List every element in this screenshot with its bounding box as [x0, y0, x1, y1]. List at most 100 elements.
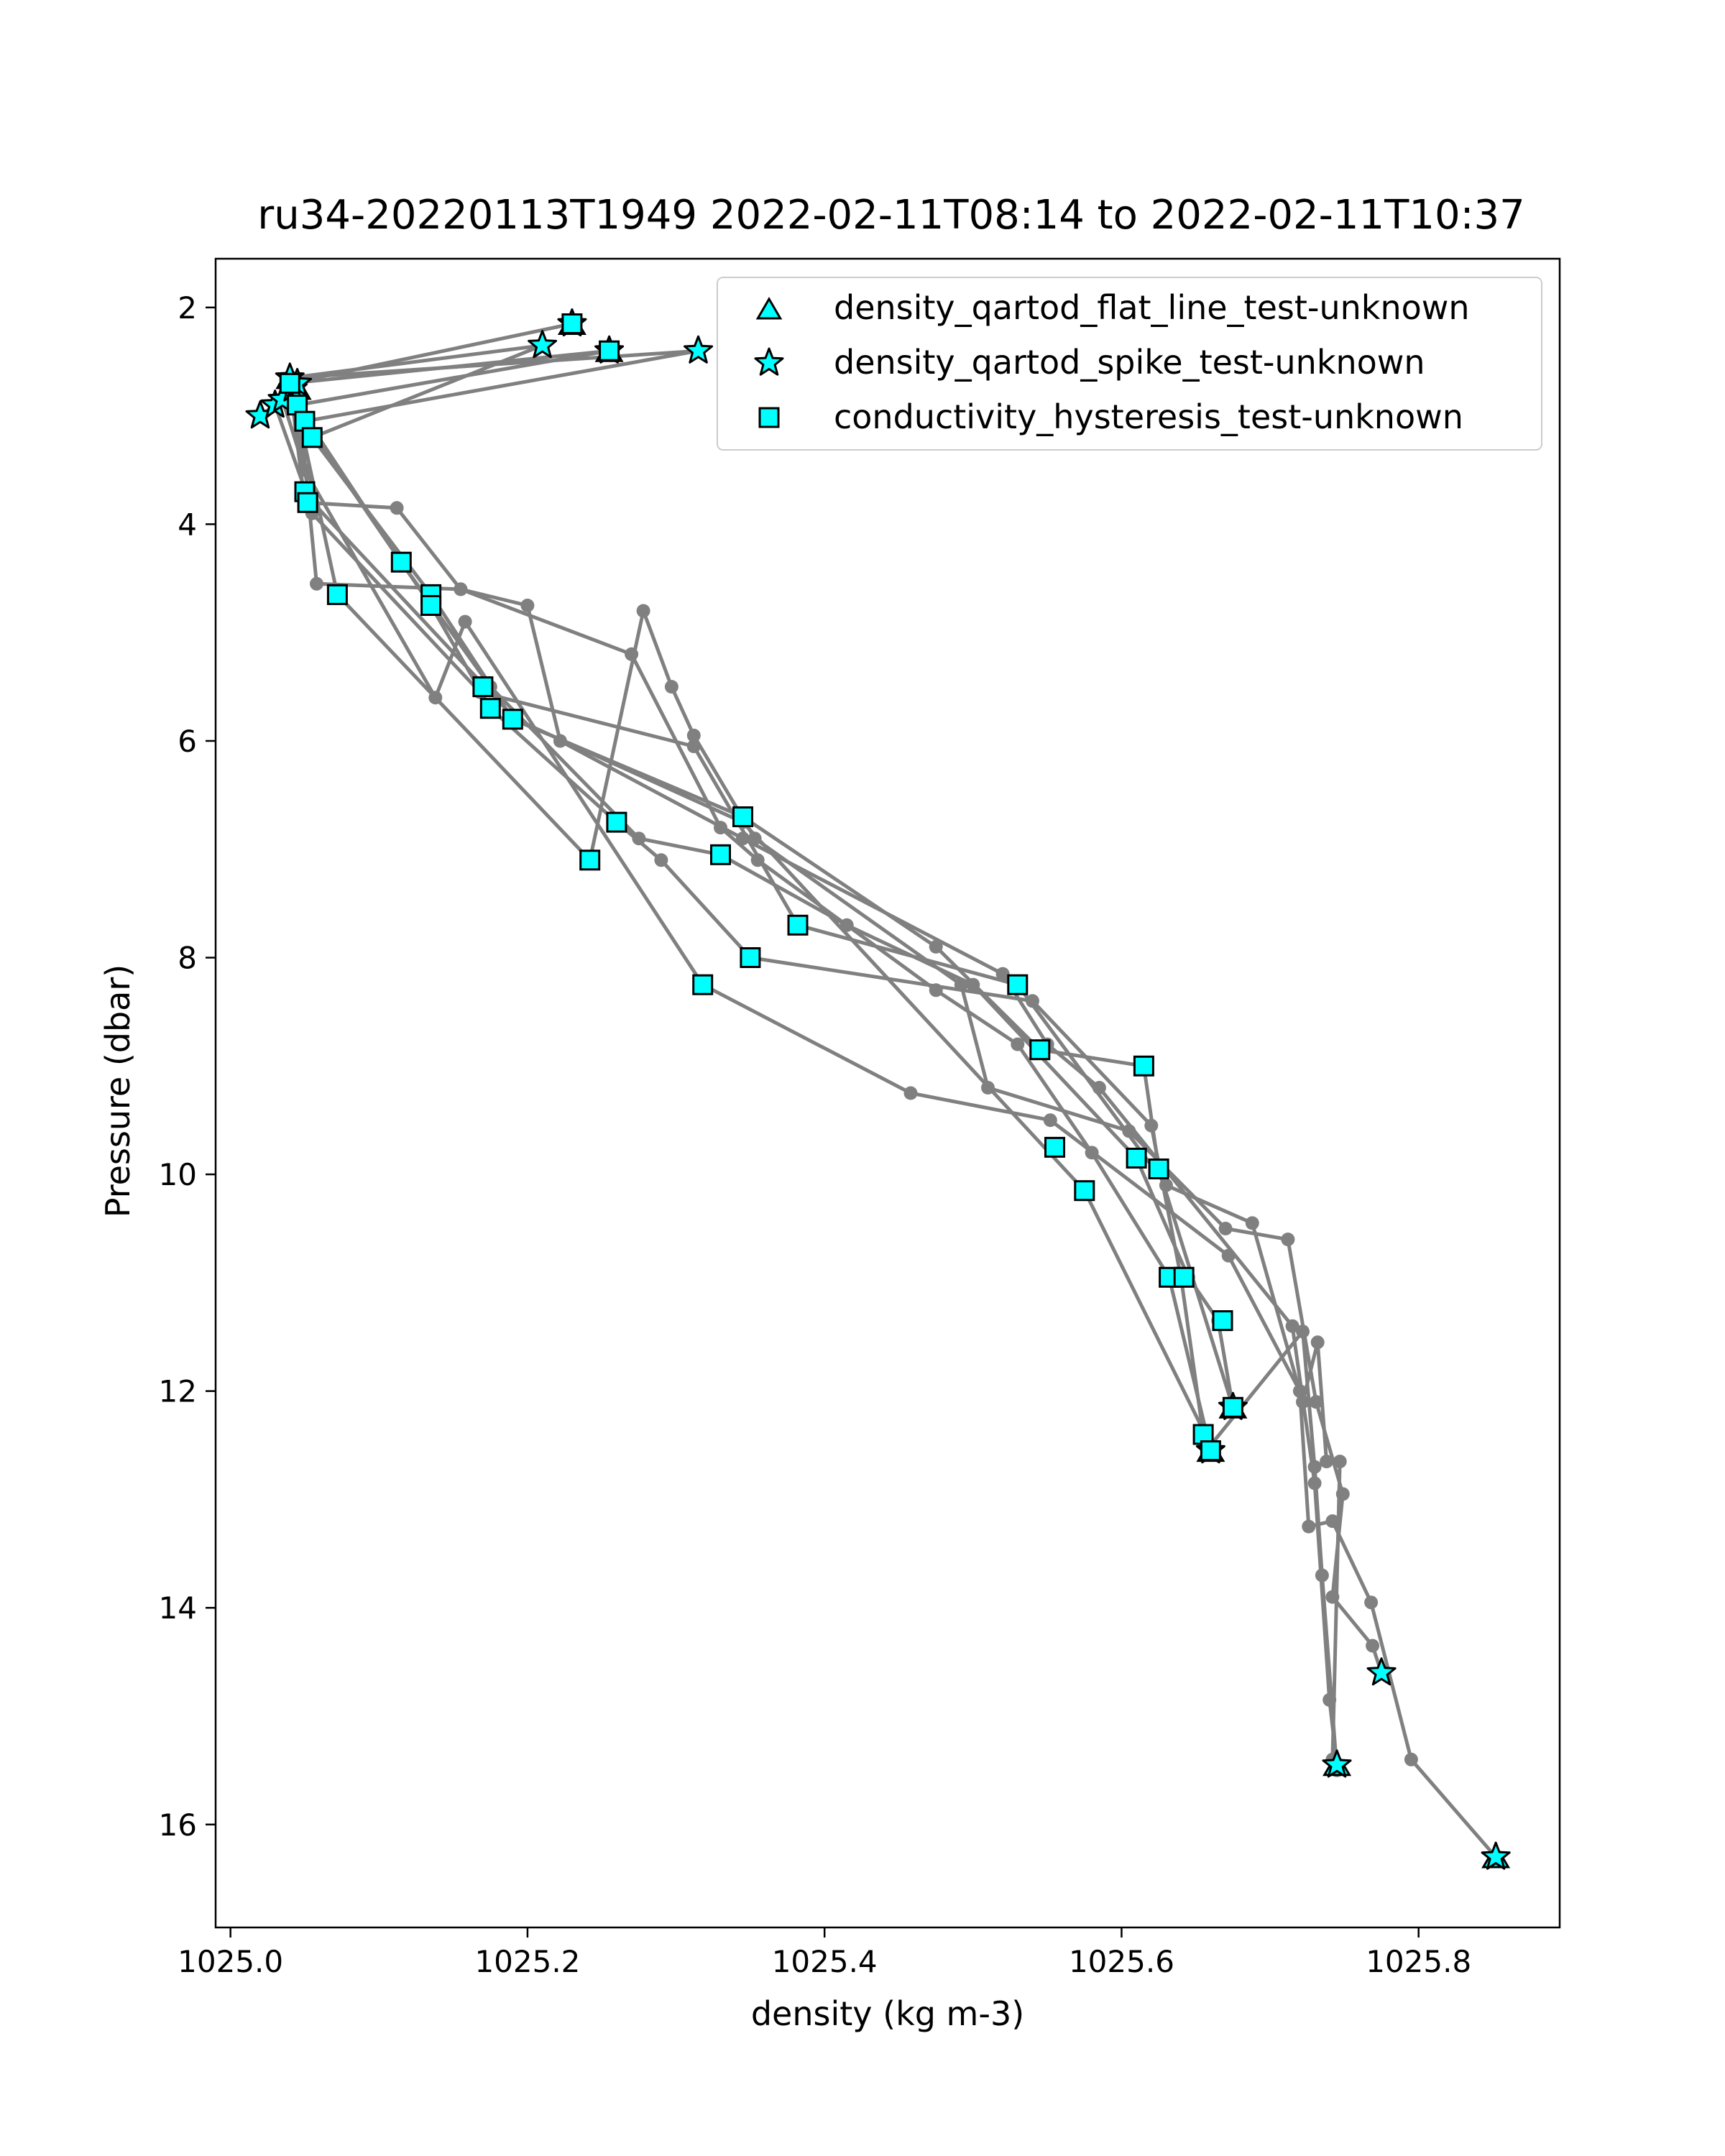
profile-point [1307, 1460, 1322, 1474]
profile-point [1285, 1319, 1300, 1333]
profile-point [428, 691, 443, 705]
spike-flag-marker [1322, 1749, 1352, 1778]
hysteresis-flag-marker [502, 709, 523, 730]
hysteresis-flag-marker [1007, 974, 1029, 995]
y-axis-label: Pressure (dbar) [98, 964, 137, 1217]
spike-flag-marker [684, 335, 714, 364]
profile-point [1364, 1595, 1379, 1610]
profile-point [1245, 1216, 1259, 1230]
x-tick-label: 1025.4 [772, 1944, 878, 1979]
profile-point [995, 967, 1010, 981]
profile-point [1296, 1325, 1310, 1339]
profile-point [1221, 1248, 1236, 1263]
x-tick-label: 1025.2 [474, 1944, 580, 1979]
hysteresis-flag-marker [297, 492, 318, 513]
profile-point [636, 604, 650, 618]
hysteresis-flag-marker [740, 947, 761, 968]
legend-triangle-icon [755, 297, 783, 320]
hysteresis-flag-marker [301, 427, 323, 448]
y-tick-label: 2 [178, 290, 197, 326]
profile-point [1011, 1037, 1025, 1051]
hysteresis-flag-marker [279, 372, 300, 394]
profile-point [1325, 1514, 1340, 1529]
profile-point [458, 614, 472, 629]
hysteresis-flag-marker [479, 698, 501, 719]
profile-point [1404, 1752, 1418, 1766]
plot-frame [214, 257, 1561, 1929]
profile-point [1366, 1639, 1380, 1653]
profile-point [1309, 1395, 1323, 1409]
hysteresis-flag-marker [1044, 1136, 1065, 1158]
hysteresis-flag-marker [710, 844, 731, 865]
legend: density_qartod_flat_line_test-unknown de… [717, 277, 1542, 451]
hysteresis-flag-marker [1029, 1039, 1051, 1061]
hysteresis-flag-marker [1133, 1055, 1154, 1077]
hysteresis-flag-marker [1074, 1180, 1095, 1202]
profile-line-4 [290, 349, 1205, 1435]
profile-point [686, 728, 701, 742]
profile-line-9 [273, 404, 1339, 1771]
y-tick-label: 14 [159, 1590, 197, 1626]
hysteresis-flag-marker [599, 340, 620, 361]
spike-flag-marker [1481, 1841, 1511, 1870]
profile-point [1333, 1455, 1347, 1469]
legend-square-icon [758, 407, 780, 428]
profile-point [310, 576, 323, 591]
spike-flag-marker [528, 330, 558, 359]
data-layer [245, 308, 1511, 1870]
profile-point [1043, 1113, 1057, 1128]
hysteresis-flag-marker [692, 974, 714, 995]
legend-frame [717, 277, 1542, 451]
hysteresis-flag-marker [1200, 1440, 1221, 1462]
y-tick-label: 8 [178, 941, 197, 976]
profile-point [1281, 1233, 1295, 1247]
hysteresis-flag-marker [606, 811, 627, 833]
profile-point [686, 740, 701, 753]
hysteresis-flag-marker [1126, 1148, 1147, 1169]
y-tick-label: 16 [159, 1807, 197, 1843]
y-tick-label: 12 [159, 1374, 197, 1409]
x-tick-label: 1025.0 [178, 1944, 283, 1979]
profile-point [903, 1086, 918, 1100]
legend-star-icon [754, 347, 784, 376]
profile-point [1159, 1178, 1173, 1192]
hysteresis-flag-marker [326, 584, 348, 605]
hysteresis-flag-marker [390, 551, 412, 573]
spike-flag-marker [1366, 1657, 1397, 1686]
profile-point [390, 501, 404, 515]
y-tick-label: 10 [159, 1157, 197, 1192]
profile-point [1315, 1568, 1329, 1583]
profile-point [1218, 1222, 1233, 1235]
legend-label-hysteresis: conductivity_hysteresis_test-unknown [834, 397, 1463, 436]
y-tick-label: 4 [178, 507, 197, 542]
profile-point [664, 680, 678, 694]
hysteresis-flag-marker [732, 806, 753, 827]
profile-point [1310, 1335, 1325, 1350]
hysteresis-flag-marker [420, 595, 442, 616]
y-tick-label: 6 [178, 724, 197, 759]
hysteresis-flag-marker [1222, 1396, 1243, 1418]
hysteresis-flag-marker [787, 914, 809, 936]
profile-point [654, 853, 668, 867]
x-axis-label: density (kg m-3) [751, 1994, 1024, 2033]
legend-label-flat-line: density_qartod_flat_line_test-unknown [834, 288, 1470, 327]
profile-point [1320, 1455, 1334, 1469]
chart-title: ru34-20220113T1949 2022-02-11T08:14 to 2… [257, 192, 1524, 239]
profile-point [454, 582, 468, 596]
hysteresis-flag-marker [579, 849, 601, 871]
x-tick-label: 1025.8 [1366, 1944, 1471, 1979]
profile-point [929, 939, 943, 954]
profile-point [520, 599, 535, 612]
legend-label-spike: density_qartod_spike_test-unknown [834, 343, 1425, 382]
hysteresis-flag-marker [1173, 1266, 1195, 1288]
hysteresis-flag-marker [472, 676, 494, 698]
hysteresis-flag-marker [1148, 1158, 1169, 1179]
profile-point [1296, 1395, 1310, 1409]
profile-point [954, 977, 968, 992]
profile-point [1144, 1118, 1159, 1133]
axis-ticks: 1025.0 1025.2 1025.4 1025.6 1025.8 2 4 6 8 10 12 14… [159, 290, 1472, 1979]
hysteresis-flag-marker [1212, 1310, 1233, 1332]
profile-point [1302, 1519, 1316, 1534]
hysteresis-flag-marker [561, 313, 583, 334]
